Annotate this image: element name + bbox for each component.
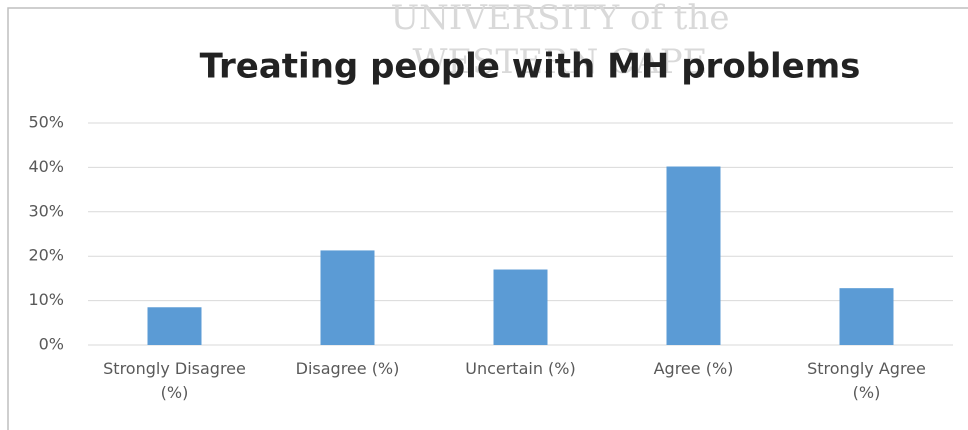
chart-border [7, 7, 968, 430]
watermark: WESTERN CAPE [413, 42, 708, 82]
y-tick-label: 40% [28, 157, 64, 176]
y-tick-label: 20% [28, 246, 64, 265]
x-tick-label: Strongly Disagree (%) [103, 359, 246, 402]
x-tick-label: Disagree (%) [295, 359, 400, 378]
x-tick-label: Uncertain (%) [465, 359, 576, 378]
y-tick-label: 50% [28, 113, 64, 132]
x-tick-label: Agree (%) [653, 359, 734, 378]
y-tick-label: 10% [28, 290, 64, 309]
x-tick-label: Strongly Agree (%) [807, 359, 926, 402]
chart-title: Treating people with MH problems [200, 47, 861, 87]
bar [493, 269, 548, 345]
bar [839, 288, 894, 345]
watermark: UNIVERSITY of the [390, 0, 729, 38]
y-tick-label: 0% [39, 335, 64, 354]
y-tick-label: 30% [28, 201, 64, 220]
bar [147, 307, 202, 345]
bar [320, 250, 375, 345]
bar [666, 166, 721, 345]
